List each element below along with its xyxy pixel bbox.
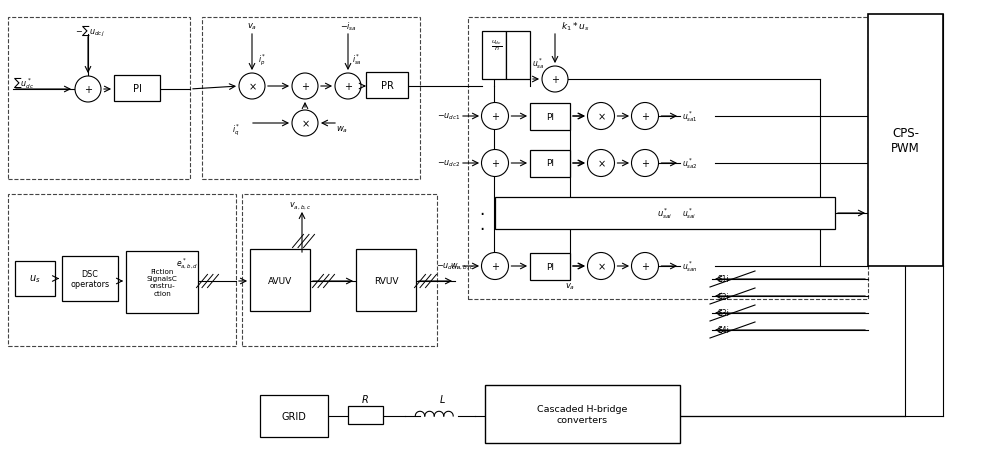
- Circle shape: [482, 253, 509, 280]
- Text: S4i: S4i: [718, 326, 730, 335]
- Bar: [495, 198, 835, 230]
- Text: $\sum u^*_{dc}$: $\sum u^*_{dc}$: [13, 74, 34, 89]
- Text: $v_a$: $v_a$: [247, 22, 257, 32]
- Text: +: +: [641, 159, 649, 169]
- Text: +: +: [301, 82, 309, 92]
- Bar: [506, 32, 530, 80]
- Text: .: .: [479, 201, 485, 219]
- Text: $v_a$: $v_a$: [565, 281, 575, 292]
- Text: $w_{a,b,c}$: $w_{a,b,c}$: [450, 261, 474, 272]
- Text: AVUV: AVUV: [268, 276, 292, 285]
- Text: $i^*_p$: $i^*_p$: [258, 52, 266, 68]
- Text: $w_a$: $w_a$: [336, 124, 348, 135]
- Text: +: +: [491, 159, 499, 169]
- Text: PI: PI: [133, 84, 141, 94]
- Text: $L$: $L$: [439, 392, 445, 404]
- Circle shape: [75, 77, 101, 103]
- Circle shape: [632, 103, 658, 130]
- Text: $u^*_{sa1}$: $u^*_{sa1}$: [682, 109, 698, 124]
- Bar: [530, 253, 570, 280]
- Text: $u^*_{sa2}$: $u^*_{sa2}$: [682, 156, 698, 171]
- Circle shape: [632, 150, 658, 177]
- Bar: [260, 395, 328, 437]
- Text: GRID: GRID: [282, 411, 306, 421]
- Text: $\times$: $\times$: [301, 119, 309, 129]
- Text: PI: PI: [546, 262, 554, 271]
- Bar: [114, 76, 160, 102]
- Circle shape: [335, 74, 361, 100]
- Bar: [15, 262, 55, 296]
- Bar: [468, 18, 868, 299]
- Text: PR: PR: [381, 81, 393, 91]
- Bar: [62, 257, 118, 301]
- Bar: [482, 32, 506, 80]
- Circle shape: [588, 103, 614, 130]
- Text: $\times$: $\times$: [248, 82, 256, 92]
- Text: $\overset{}{v_{a,b,c}}$: $\overset{}{v_{a,b,c}}$: [289, 199, 311, 211]
- Text: $i^*_{sa}$: $i^*_{sa}$: [352, 52, 362, 67]
- Text: Cascaded H-bridge
converters: Cascaded H-bridge converters: [537, 405, 628, 424]
- Text: DSC
operators: DSC operators: [70, 269, 110, 289]
- Text: RVUV: RVUV: [374, 276, 398, 285]
- Text: S2i: S2i: [718, 292, 730, 301]
- Circle shape: [292, 111, 318, 137]
- Bar: [242, 194, 437, 346]
- Circle shape: [239, 74, 265, 100]
- Text: $-\sum u_{dcj}$: $-\sum u_{dcj}$: [75, 23, 105, 37]
- Bar: [8, 194, 236, 346]
- Text: S1i: S1i: [718, 275, 730, 284]
- Bar: [8, 18, 190, 179]
- Text: $u_s$: $u_s$: [29, 273, 41, 285]
- Circle shape: [588, 253, 614, 280]
- Text: +: +: [641, 262, 649, 272]
- Text: $\times$: $\times$: [597, 158, 605, 169]
- Bar: [202, 18, 420, 179]
- Bar: [530, 103, 570, 130]
- Bar: [366, 73, 408, 99]
- Text: $\times$: $\times$: [597, 261, 605, 272]
- Text: $u^*_{sa}$: $u^*_{sa}$: [532, 56, 544, 71]
- Text: $u^*_{sai}$: $u^*_{sai}$: [682, 206, 696, 221]
- Text: $-i_{sa}$: $-i_{sa}$: [340, 21, 356, 33]
- Circle shape: [588, 150, 614, 177]
- Text: CPS-
PWM: CPS- PWM: [891, 127, 920, 155]
- Bar: [126, 252, 198, 313]
- Text: +: +: [84, 85, 92, 95]
- Text: PI: PI: [546, 112, 554, 121]
- Text: $R$: $R$: [361, 392, 369, 404]
- Text: +: +: [491, 262, 499, 272]
- Text: +: +: [641, 112, 649, 122]
- Bar: [485, 385, 680, 443]
- Bar: [356, 249, 416, 311]
- Text: $u^*_{sai}$: $u^*_{sai}$: [657, 206, 673, 221]
- Text: $-u_{dc1}$: $-u_{dc1}$: [437, 111, 460, 122]
- Text: $k_{1}*u_s$: $k_{1}*u_s$: [561, 21, 589, 33]
- Text: +: +: [551, 75, 559, 85]
- Circle shape: [482, 103, 509, 130]
- Circle shape: [632, 253, 658, 280]
- Bar: [530, 150, 570, 177]
- Text: $\times$: $\times$: [597, 111, 605, 122]
- Circle shape: [292, 74, 318, 100]
- Text: $e^*_{a,b,d}$: $e^*_{a,b,d}$: [176, 256, 198, 271]
- Text: S3i: S3i: [718, 309, 730, 318]
- Text: $\frac{u_{dc}}{n}$: $\frac{u_{dc}}{n}$: [491, 38, 503, 53]
- Circle shape: [482, 150, 509, 177]
- Text: .: .: [479, 216, 485, 234]
- Text: $i^*_q$: $i^*_q$: [232, 122, 240, 138]
- Text: $-u_{dc2}$: $-u_{dc2}$: [437, 158, 460, 169]
- Bar: [868, 15, 943, 267]
- Bar: [348, 406, 383, 424]
- Text: $u^*_{san}$: $u^*_{san}$: [682, 259, 698, 274]
- Text: +: +: [344, 82, 352, 92]
- Bar: [250, 249, 310, 311]
- Text: +: +: [491, 112, 499, 122]
- Circle shape: [542, 67, 568, 93]
- Text: $-u_{dcn}$: $-u_{dcn}$: [436, 261, 460, 272]
- Text: Fiction
SignalsC
onstru-
ction: Fiction SignalsC onstru- ction: [147, 269, 177, 296]
- Text: PI: PI: [546, 159, 554, 168]
